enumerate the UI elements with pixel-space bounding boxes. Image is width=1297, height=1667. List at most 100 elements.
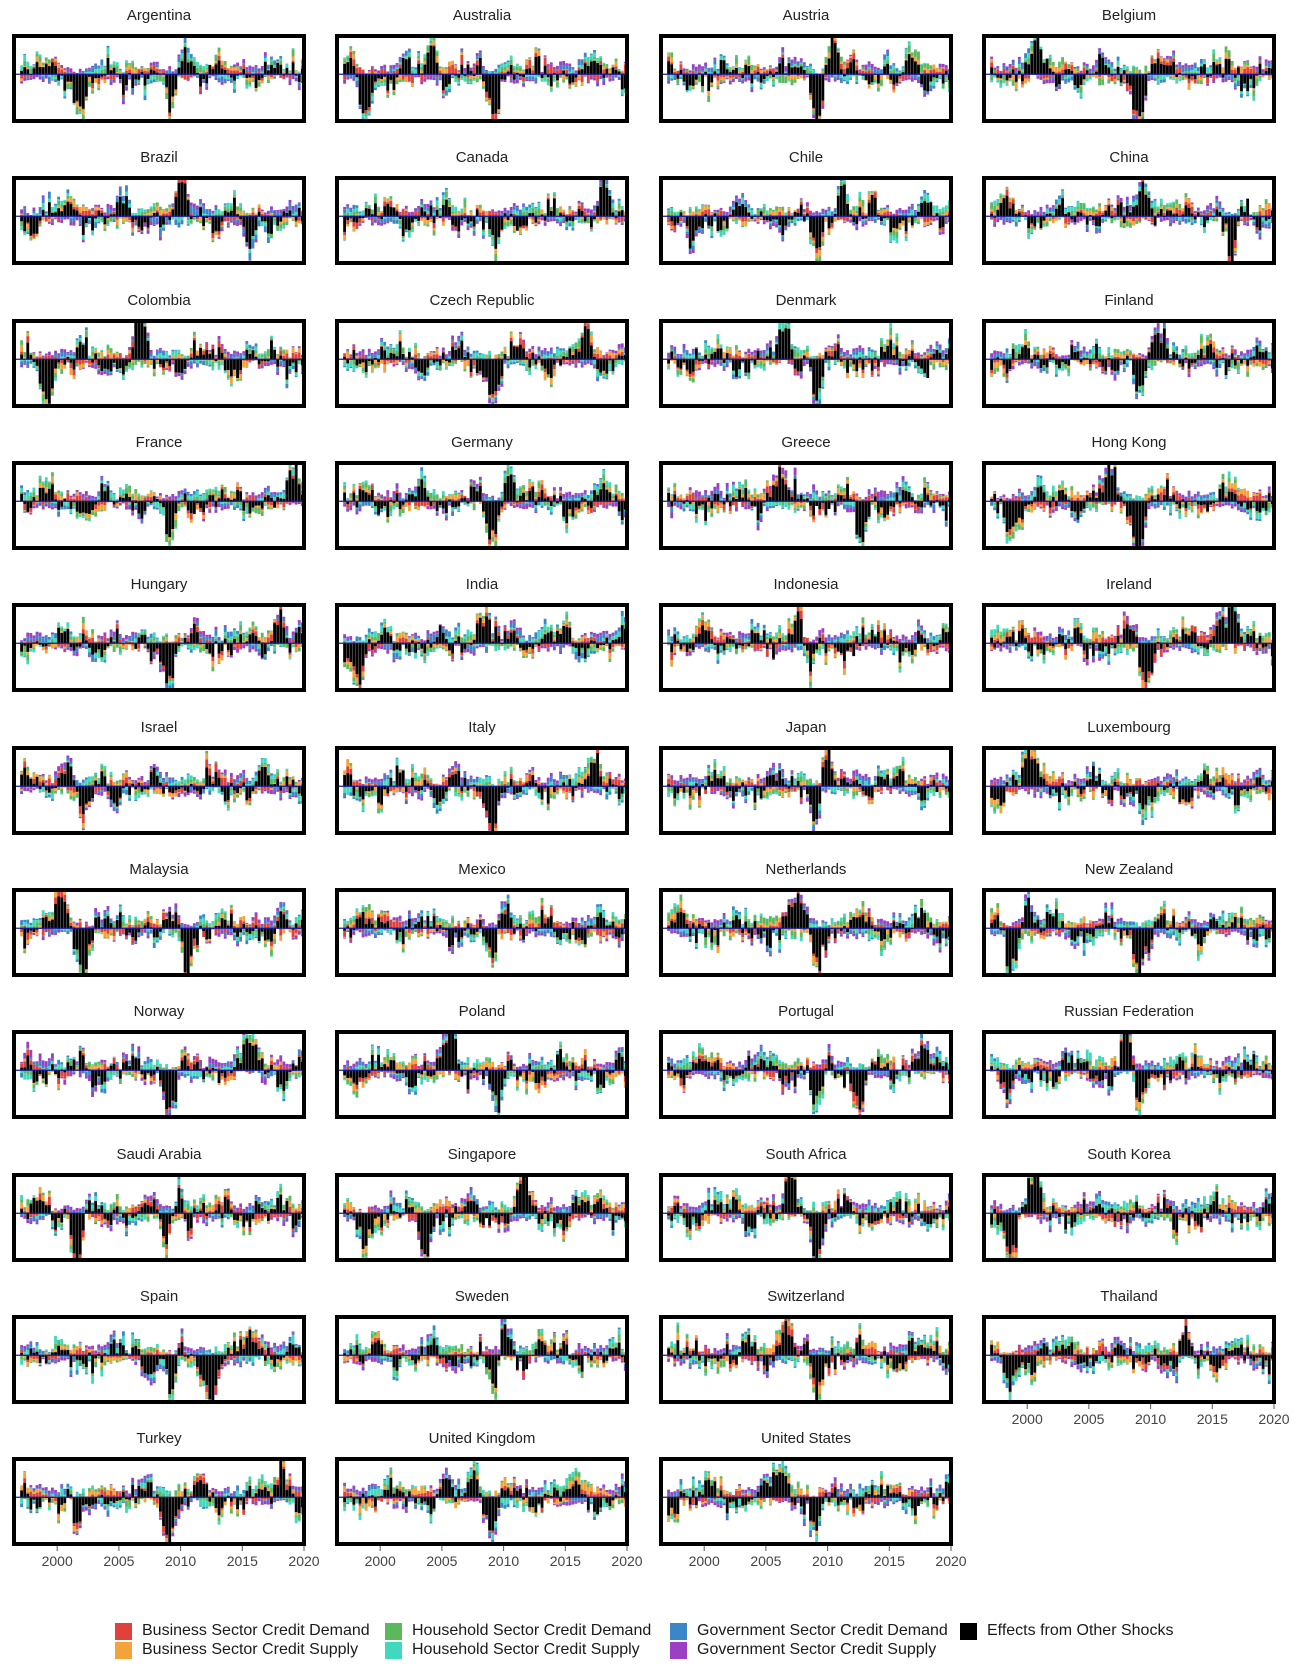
bar-business-demand: [685, 226, 689, 229]
bar-business-demand: [1008, 201, 1012, 209]
bar-business-demand: [1033, 226, 1037, 229]
bar-government-demand: [1230, 213, 1234, 216]
bar-government-demand: [211, 212, 215, 214]
bar-other: [864, 216, 868, 219]
bar-household-supply: [809, 239, 812, 245]
bar-household-demand: [115, 225, 119, 229]
bar-other: [904, 216, 908, 232]
bar-business-demand: [1190, 206, 1194, 214]
bar-government-demand: [886, 51, 890, 57]
bar-household-demand: [827, 233, 831, 235]
bar-business-supply: [491, 235, 495, 237]
bar-household-demand: [1221, 233, 1225, 237]
bar-household-demand: [236, 206, 239, 211]
bar-government-demand: [1169, 58, 1172, 61]
bar-household-demand: [260, 72, 264, 75]
bar-other: [1233, 74, 1237, 78]
bar-business-supply: [744, 61, 748, 65]
bar-government-supply: [759, 68, 763, 71]
bar-other: [694, 216, 698, 231]
bar-business-supply: [1054, 217, 1058, 221]
bar-business-supply: [1058, 216, 1061, 219]
bar-government-supply: [1098, 48, 1101, 51]
bar-household-supply: [121, 201, 125, 204]
bar-business-supply: [725, 76, 729, 79]
bar-government-supply: [525, 79, 529, 82]
bar-government-supply: [457, 234, 461, 238]
bar-business-demand: [109, 212, 113, 215]
bar-household-supply: [488, 70, 492, 75]
bar-business-supply: [1209, 210, 1213, 211]
bar-household-supply: [901, 67, 905, 70]
bar-household-demand: [1129, 222, 1132, 228]
bar-business-supply: [444, 197, 448, 200]
bar-household-supply: [1138, 186, 1142, 192]
bar-business-demand: [565, 214, 569, 217]
bar-business-demand: [809, 214, 812, 217]
bar-other: [223, 69, 227, 75]
bar-household-demand: [226, 208, 230, 213]
bar-other: [996, 210, 1000, 217]
bar-household-supply: [180, 53, 184, 59]
bar-household-supply: [251, 236, 255, 239]
bar-household-demand: [370, 209, 374, 215]
bar-household-demand: [861, 66, 865, 70]
bar-other: [775, 71, 778, 75]
bar-household-supply: [266, 235, 270, 238]
bar-government-demand: [528, 204, 532, 208]
bar-other: [577, 208, 581, 217]
bar-household-demand: [1017, 216, 1021, 219]
bar-government-supply: [1218, 74, 1222, 78]
bar-other: [836, 52, 840, 75]
bar-government-supply: [1249, 217, 1253, 221]
bar-household-supply: [29, 66, 33, 70]
bar-business-supply: [1073, 69, 1077, 74]
bar-government-demand: [291, 209, 295, 215]
bar-household-demand: [852, 206, 856, 211]
bar-household-supply: [1193, 68, 1197, 73]
bar-household-demand: [20, 70, 24, 71]
bar-other: [503, 74, 507, 80]
bar-household-supply: [898, 71, 902, 74]
bar-government-supply: [392, 64, 396, 69]
bar-household-demand: [1178, 77, 1182, 79]
bar-business-supply: [152, 74, 156, 76]
bar-government-supply: [1036, 76, 1040, 79]
bar-household-supply: [1240, 201, 1243, 203]
bar-government-demand: [1054, 87, 1058, 89]
bar-government-supply: [886, 49, 890, 52]
bar-business-demand: [263, 214, 267, 217]
bar-other: [91, 216, 94, 231]
bar-other: [395, 211, 399, 217]
bar-other: [60, 74, 64, 76]
bar-business-demand: [1233, 239, 1237, 248]
bar-government-demand: [917, 76, 920, 80]
bar-household-supply: [528, 74, 532, 77]
bar-business-supply: [84, 96, 88, 99]
bar-government-supply: [1252, 65, 1256, 69]
bar-business-demand: [796, 208, 800, 213]
bar-business-demand: [404, 210, 408, 217]
bar-business-demand: [84, 210, 88, 217]
bar-household-demand: [880, 79, 883, 86]
bar-business-demand: [205, 71, 209, 75]
bar-government-supply: [38, 76, 42, 80]
bar-household-demand: [398, 79, 402, 83]
bar-household-supply: [398, 62, 402, 65]
bar-business-supply: [904, 58, 908, 61]
bar-other: [608, 195, 612, 217]
bar-other: [537, 56, 541, 75]
bar-business-supply: [1054, 67, 1058, 73]
bar-business-demand: [676, 70, 680, 75]
bar-other: [1030, 216, 1034, 224]
bar-other: [698, 216, 701, 227]
bar-business-demand: [944, 68, 948, 71]
bar-other: [1135, 205, 1139, 217]
bar-government-supply: [1159, 218, 1163, 222]
bar-government-demand: [910, 75, 914, 78]
bar-household-supply: [876, 91, 880, 92]
bar-household-supply: [248, 248, 252, 254]
bar-other: [84, 216, 88, 224]
bar-government-demand: [500, 213, 504, 215]
bar-business-demand: [26, 74, 30, 77]
